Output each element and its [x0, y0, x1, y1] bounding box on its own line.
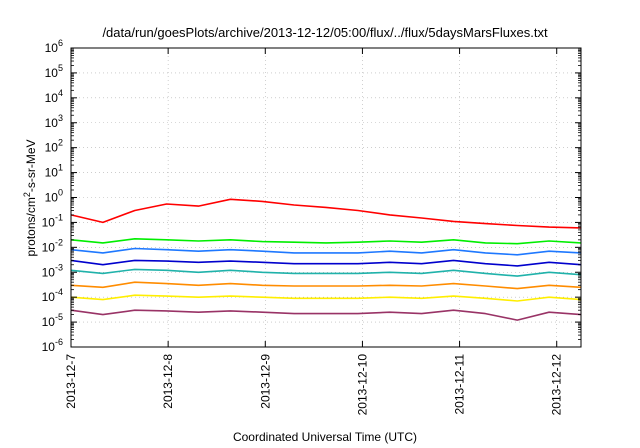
y-tick-label: 102 [45, 138, 63, 155]
x-tick-label: 2013-12-9 [258, 354, 272, 409]
y-tick-exponent: 1 [58, 163, 63, 173]
y-tick-base: 10 [42, 265, 56, 279]
y-tick-base: 10 [45, 66, 59, 80]
x-tick-label: 2013-12-7 [64, 354, 78, 409]
y-tick-base: 10 [45, 166, 59, 180]
x-axis-label: Coordinated Universal Time (UTC) [233, 430, 417, 444]
y-tick-exponent: 4 [58, 88, 63, 98]
y-tick-base: 10 [42, 215, 56, 229]
y-tick-base: 10 [45, 116, 59, 130]
y-tick-exponent: 6 [58, 38, 63, 48]
y-tick-base: 10 [45, 91, 59, 105]
y-tick-label: 10-3 [42, 262, 63, 279]
y-tick-label: 104 [45, 88, 63, 105]
x-tick-label: 2013-12-12 [550, 354, 564, 416]
y-tick-exponent: -1 [55, 212, 63, 222]
y-tick-label: 10-5 [42, 312, 63, 329]
y-tick-label: 10-4 [42, 287, 63, 304]
y-tick-label: 10-1 [42, 212, 63, 229]
x-tick-label: 2013-12-10 [355, 354, 369, 416]
y-tick-label: 103 [45, 113, 63, 130]
y-tick-label: 105 [45, 63, 63, 80]
y-axis-label: protons/cm2-s-sr-MeV [22, 139, 38, 256]
y-tick-label: 100 [45, 188, 63, 205]
y-tick-base: 10 [42, 340, 56, 354]
y-axis-label-sup: 2 [22, 192, 32, 197]
y-tick-base: 10 [42, 290, 56, 304]
x-axis-ticks: 2013-12-7 2013-12-8 2013-12-9 2013-12-10 201… [64, 48, 564, 415]
y-tick-base: 10 [45, 141, 59, 155]
y-tick-exponent: -6 [55, 337, 63, 347]
x-tick-label: 2013-12-11 [453, 354, 467, 415]
y-tick-label: 101 [45, 163, 63, 180]
y-tick-label: 10-6 [42, 337, 63, 354]
series-line-8 [70, 309, 582, 321]
x-tick-label: 2013-12-8 [161, 354, 175, 409]
y-tick-exponent: -3 [55, 262, 63, 272]
y-axis-label-rest: -s-sr-MeV [24, 139, 38, 192]
series-layer [70, 198, 582, 321]
series-line-7 [70, 294, 582, 302]
y-tick-exponent: 5 [58, 63, 63, 73]
series-line-1 [70, 198, 582, 229]
y-tick-label: 10-2 [42, 237, 63, 254]
series-line-2 [70, 238, 582, 245]
series-line-4 [70, 259, 582, 267]
y-tick-base: 10 [42, 240, 56, 254]
y-tick-exponent: -4 [55, 287, 63, 297]
grid-lines [71, 48, 581, 347]
series-line-5 [70, 268, 582, 277]
series-line-3 [70, 247, 582, 256]
y-tick-base: 10 [42, 315, 56, 329]
chart-title: /data/run/goesPlots/archive/2013-12-12/0… [102, 25, 548, 40]
y-tick-exponent: 0 [58, 188, 63, 198]
y-axis-ticks: 10-610-510-410-310-210-11001011021031041… [42, 38, 581, 354]
y-axis-label-base: protons/cm [24, 197, 38, 256]
y-tick-exponent: 2 [58, 138, 63, 148]
y-tick-exponent: -2 [55, 237, 63, 247]
y-tick-label: 106 [45, 38, 63, 55]
y-tick-exponent: 3 [58, 113, 63, 123]
y-tick-exponent: -5 [55, 312, 63, 322]
y-tick-base: 10 [45, 41, 59, 55]
series-line-6 [70, 281, 582, 290]
y-tick-base: 10 [45, 191, 59, 205]
